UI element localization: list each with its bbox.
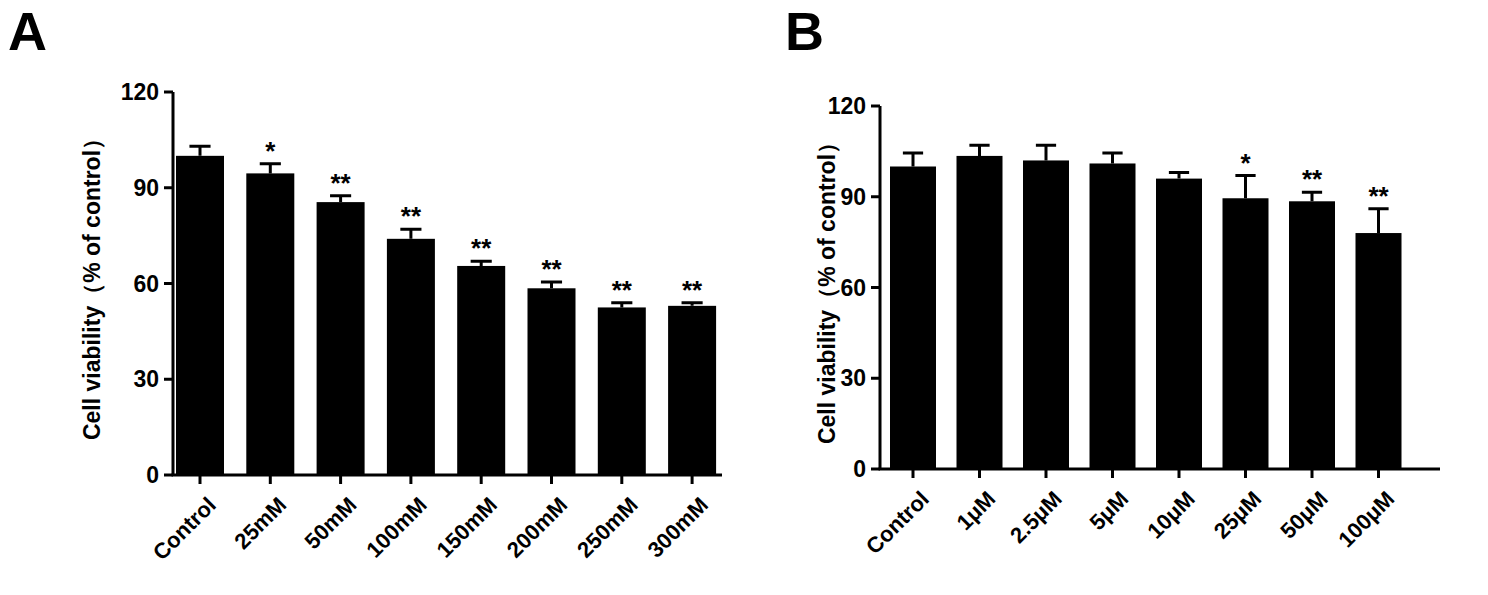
significance: ** (330, 168, 351, 198)
significance: ** (1302, 164, 1323, 194)
x-tick (199, 475, 202, 484)
x-tick (691, 475, 694, 484)
significance: ** (612, 275, 633, 305)
x-tick-label: Control (861, 486, 934, 559)
x-tick (1111, 469, 1114, 478)
x-tick-label: 50mM (300, 492, 362, 554)
y-tick (164, 474, 173, 477)
significance: ** (471, 233, 492, 263)
bar (246, 173, 294, 475)
x-tick-label: 250mM (572, 492, 642, 562)
y-tick (871, 377, 880, 380)
panel: A*************0306090120Control25mM50mM1… (8, 1, 722, 565)
x-tick (1244, 469, 1247, 478)
x-tick (1311, 469, 1314, 478)
error-bar (189, 146, 210, 156)
x-tick-label: 25mM (229, 492, 291, 554)
x-tick (269, 475, 272, 484)
y-tick-label: 30 (840, 365, 866, 391)
bar (457, 266, 505, 475)
y-tick (164, 91, 173, 94)
y-tick-label: 60 (840, 275, 866, 301)
y-tick-label: 90 (133, 175, 159, 201)
x-tick-label: 100mM (361, 492, 431, 562)
bar (387, 239, 435, 475)
bar (528, 288, 576, 475)
bar (668, 306, 716, 475)
x-tick (550, 475, 553, 484)
y-tick (164, 186, 173, 189)
y-tick (164, 378, 173, 381)
panel: B*****0306090120Control1μM2.5μM5μM10μM25… (785, 1, 1440, 559)
error-bar (1036, 145, 1056, 160)
y-tick (164, 282, 173, 285)
bar (1156, 179, 1202, 469)
x-axis (879, 468, 1441, 471)
error-bar (1368, 209, 1388, 233)
x-tick-label: 50μM (1275, 486, 1332, 543)
x-tick-label: 100μM (1333, 486, 1399, 552)
panel-label: B (785, 1, 824, 61)
bar (1289, 201, 1335, 469)
bar (1223, 198, 1269, 469)
error-bar (903, 153, 923, 167)
y-axis-label: Cell viability（% of control） (79, 127, 105, 440)
y-tick-label: 120 (121, 79, 159, 105)
y-tick-label: 90 (840, 184, 866, 210)
x-tick-label: 25μM (1209, 486, 1266, 543)
x-tick (409, 475, 412, 484)
figure: A*************0306090120Control25mM50mM1… (0, 0, 1488, 595)
bar (890, 167, 936, 470)
significance: ** (401, 201, 422, 231)
bar (598, 307, 646, 475)
x-tick (1045, 469, 1048, 478)
y-tick-label: 0 (853, 456, 866, 482)
bar (1356, 233, 1402, 469)
bar (1023, 160, 1069, 469)
y-tick (871, 195, 880, 198)
x-axis (172, 474, 723, 477)
y-tick-label: 0 (146, 462, 159, 488)
bars (176, 146, 716, 475)
x-tick-label: Control (148, 492, 221, 565)
error-bar (969, 145, 989, 156)
bar (176, 156, 224, 475)
y-tick-label: 30 (133, 366, 159, 392)
y-tick (871, 286, 880, 289)
x-tick (912, 469, 915, 478)
x-tick (339, 475, 342, 484)
y-tick-label: 60 (133, 271, 159, 297)
error-bar (1169, 173, 1189, 179)
x-tick-label: 5μM (1085, 486, 1134, 535)
bars (890, 145, 1402, 469)
error-bar (1102, 153, 1122, 164)
significance: * (1240, 148, 1251, 178)
x-tick-label: 10μM (1142, 486, 1199, 543)
significance: ** (1368, 181, 1389, 211)
x-tick (978, 469, 981, 478)
y-axis-label: Cell viability（% of control） (814, 131, 840, 444)
y-tick-label: 120 (828, 93, 866, 119)
x-tick (1178, 469, 1181, 478)
bar (1090, 163, 1136, 469)
x-tick (620, 475, 623, 484)
x-tick (480, 475, 483, 484)
y-tick (871, 105, 880, 108)
significance: ** (541, 254, 562, 284)
x-tick-label: 300mM (643, 492, 713, 562)
x-tick-label: 200mM (502, 492, 572, 562)
y-tick (871, 468, 880, 471)
x-tick-label: 150mM (432, 492, 502, 562)
significance: * (265, 136, 276, 166)
bar (317, 202, 365, 475)
error-bar (1235, 176, 1255, 199)
bar (957, 156, 1003, 469)
x-tick-label: 1μM (952, 486, 1001, 535)
x-tick (1377, 469, 1380, 478)
significance: ** (682, 275, 703, 305)
x-tick-label: 2.5μM (1005, 486, 1067, 548)
panel-label: A (8, 1, 47, 61)
